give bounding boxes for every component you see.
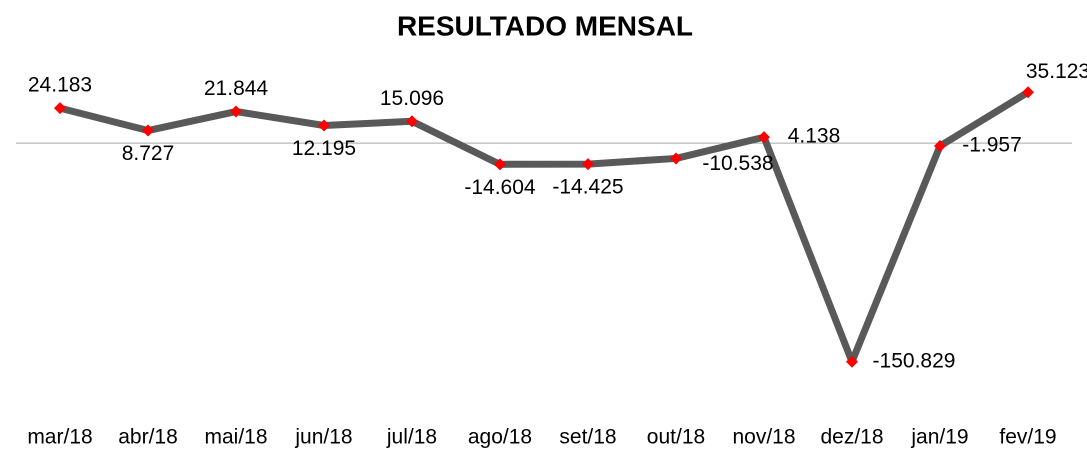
marker bbox=[406, 115, 418, 128]
marker bbox=[1022, 86, 1034, 99]
x-tick-label: dez/18 bbox=[820, 426, 883, 449]
x-tick-label: out/18 bbox=[647, 426, 705, 449]
data-label: 8.727 bbox=[122, 142, 175, 165]
marker bbox=[230, 105, 242, 118]
data-label: 15.096 bbox=[380, 87, 444, 110]
x-tick-label: mai/18 bbox=[204, 426, 267, 449]
marker bbox=[846, 355, 858, 368]
data-label: 24.183 bbox=[28, 74, 92, 97]
x-tick-label: mar/18 bbox=[27, 426, 92, 449]
line bbox=[59, 89, 1030, 366]
marker bbox=[318, 119, 330, 132]
data-label: -14.604 bbox=[464, 176, 536, 199]
x-tick-label: nov/18 bbox=[732, 426, 795, 449]
x-tick-label: abr/18 bbox=[118, 426, 178, 449]
marker bbox=[494, 158, 506, 171]
data-label: 21.844 bbox=[204, 77, 269, 100]
chart-title: RESULTADO MENSAL bbox=[397, 10, 693, 41]
x-tick-label: jul/18 bbox=[386, 426, 437, 449]
marker bbox=[670, 152, 682, 165]
x-tick-label: set/18 bbox=[559, 426, 616, 449]
marker bbox=[142, 124, 154, 137]
x-tick-label: fev/19 bbox=[999, 426, 1056, 449]
marker bbox=[934, 140, 946, 153]
data-label: 4.138 bbox=[788, 125, 841, 148]
marker bbox=[758, 131, 770, 144]
data-label: 12.195 bbox=[292, 137, 356, 160]
x-tick-label: jun/18 bbox=[294, 426, 352, 449]
marker bbox=[54, 102, 66, 115]
data-label: -10.538 bbox=[702, 152, 773, 175]
data-label: -14.425 bbox=[552, 176, 623, 199]
x-tick-label: ago/18 bbox=[468, 426, 532, 449]
marker bbox=[582, 158, 594, 171]
data-label: -150.829 bbox=[873, 349, 956, 372]
data-label: -1.957 bbox=[962, 134, 1022, 157]
x-tick-label: jan/19 bbox=[910, 426, 968, 449]
data-label: 35.123 bbox=[1026, 60, 1087, 83]
